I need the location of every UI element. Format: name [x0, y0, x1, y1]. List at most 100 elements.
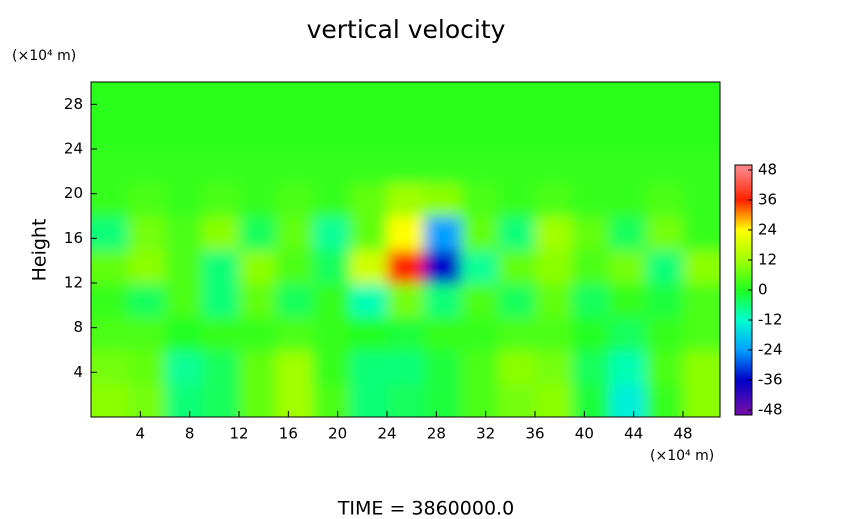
- field-cell: [498, 383, 536, 417]
- field-cell: [128, 383, 166, 417]
- field-cell: [387, 249, 425, 284]
- field-cell: [646, 383, 684, 417]
- field-cell: [202, 249, 240, 284]
- field-cell: [535, 316, 573, 351]
- field-cell: [572, 283, 610, 318]
- colorbar-tick-label: -24: [758, 341, 783, 359]
- x-tick-label: 4: [136, 425, 146, 443]
- y-tick-label: 20: [64, 184, 83, 202]
- field-cell: [128, 115, 166, 150]
- field-cell: [535, 182, 573, 217]
- field-cell: [239, 249, 277, 284]
- field-cell: [239, 216, 277, 251]
- field-cell: [350, 216, 388, 251]
- field-cell: [276, 115, 314, 150]
- field-cell: [202, 350, 240, 385]
- field-cell: [165, 216, 203, 251]
- field-cell: [683, 283, 720, 318]
- field-cell: [424, 350, 462, 385]
- field-cell: [387, 82, 425, 117]
- field-cell: [313, 350, 351, 385]
- field-cell: [498, 115, 536, 150]
- field-cell: [276, 316, 314, 351]
- field-cell: [572, 249, 610, 284]
- field-cell: [239, 283, 277, 318]
- y-tick-label: 16: [64, 229, 83, 247]
- field-cell: [609, 283, 647, 318]
- field-cell: [387, 115, 425, 150]
- field-cell: [646, 115, 684, 150]
- field-cell: [572, 350, 610, 385]
- plot-frame: [90, 81, 721, 418]
- field-cell: [202, 115, 240, 150]
- y-tick-label: 4: [73, 363, 83, 381]
- colorbar-tick-label: -48: [758, 401, 783, 419]
- field-cell: [646, 350, 684, 385]
- field-cell: [202, 182, 240, 217]
- field-cell: [498, 149, 536, 184]
- field-cell: [461, 182, 499, 217]
- field-cell: [128, 316, 166, 351]
- field-cell: [350, 182, 388, 217]
- field-cell: [350, 283, 388, 318]
- field-cell: [350, 82, 388, 117]
- field-cell: [202, 283, 240, 318]
- field-cell: [461, 316, 499, 351]
- field-cell: [535, 149, 573, 184]
- field-cell: [387, 350, 425, 385]
- field-cell: [424, 249, 462, 284]
- y-tick-label: 28: [64, 95, 83, 113]
- field-cell: [313, 383, 351, 417]
- field-cell: [683, 82, 720, 117]
- field-cell: [91, 316, 129, 351]
- field-cell: [387, 216, 425, 251]
- field-cell: [646, 283, 684, 318]
- field-cell: [424, 216, 462, 251]
- field-cell: [239, 350, 277, 385]
- x-tick-label: 28: [427, 425, 446, 443]
- field-cell: [276, 182, 314, 217]
- field-cell: [165, 115, 203, 150]
- field-cell: [424, 383, 462, 417]
- field-cell: [461, 115, 499, 150]
- field-cell: [165, 316, 203, 351]
- field-cell: [387, 316, 425, 351]
- field-cell: [128, 350, 166, 385]
- field-cell: [313, 283, 351, 318]
- field-cell: [202, 216, 240, 251]
- field-cell: [424, 283, 462, 318]
- field-cell: [128, 149, 166, 184]
- x-tick-label: 16: [279, 425, 298, 443]
- y-tick-label: 8: [73, 318, 83, 336]
- field-cell: [609, 149, 647, 184]
- field-cell: [165, 283, 203, 318]
- field-cell: [313, 249, 351, 284]
- field-cell: [461, 149, 499, 184]
- field-cell: [313, 149, 351, 184]
- x-tick-label: 36: [525, 425, 544, 443]
- field-cell: [165, 350, 203, 385]
- field-cell: [498, 216, 536, 251]
- field-cell: [313, 115, 351, 150]
- x-tick-label: 48: [673, 425, 692, 443]
- field-cell: [276, 216, 314, 251]
- x-tick-label: 40: [575, 425, 594, 443]
- field-cell: [424, 115, 462, 150]
- field-cell: [609, 383, 647, 417]
- y-unit: (×10⁴ m): [12, 48, 76, 64]
- x-tick-label: 32: [476, 425, 495, 443]
- field-cell: [683, 249, 720, 284]
- field-cell: [609, 115, 647, 150]
- field-cell: [424, 82, 462, 117]
- field-cell: [535, 383, 573, 417]
- field-cell: [387, 283, 425, 318]
- field-cell: [128, 283, 166, 318]
- field-cell: [276, 249, 314, 284]
- field-cell: [313, 82, 351, 117]
- field-cell: [572, 182, 610, 217]
- field-cell: [91, 283, 129, 318]
- x-unit: (×10⁴ m): [650, 448, 714, 464]
- field-cell: [461, 249, 499, 284]
- field-cell: [91, 149, 129, 184]
